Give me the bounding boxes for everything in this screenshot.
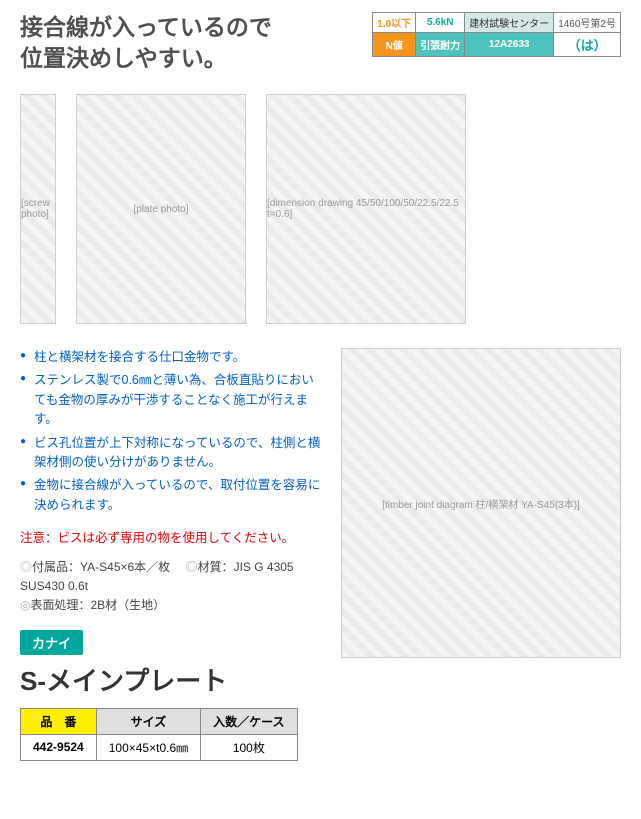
sku-header-code: 品 番 (21, 708, 97, 734)
decor-icon: ◎ (186, 560, 198, 574)
sku-table: 品 番 サイズ 入数／ケース 442-9524 100×45×t0.6㎜ 100… (20, 708, 298, 761)
feature-item: ステンレス製で0.6㎜と薄い為、合板直貼りにおいても金物の厚みが干渉することなく… (20, 371, 321, 429)
assembly-diagram: [timber joint diagram 柱/横架材 YA-S45(3本)] (341, 348, 621, 658)
spec-n-label: N値 (373, 33, 416, 57)
sku-header-size: サイズ (96, 708, 200, 734)
accessory-label: 付属品： (32, 560, 80, 574)
plate-photo: [plate photo] (76, 94, 246, 324)
feature-item: 柱と横架材を接合する仕口金物です。 (20, 348, 321, 367)
decor-icon: ◎ (20, 560, 32, 574)
finish-label: 表面処理： (30, 598, 90, 612)
caution-text: 注意：ビスは必ず専用の物を使用してください。 (20, 527, 321, 546)
product-name: S-メインプレート (20, 661, 321, 698)
screw-photo: [screw photo] (20, 94, 56, 324)
feature-item: ビス孔位置が上下対称になっているので、柱側と横架材側の使い分けがありません。 (20, 434, 321, 473)
feature-list: 柱と横架材を接合する仕口金物です。 ステンレス製で0.6㎜と薄い為、合板直貼りに… (20, 348, 321, 515)
sku-size: 100×45×t0.6㎜ (96, 734, 200, 760)
accessory-value: YA-S45×6本／枚 (80, 560, 170, 574)
spec-n-value: 1.0以下 (373, 13, 416, 33)
spec-kn: 5.6kN (416, 13, 465, 33)
headline-line2: 位置決めしやすい。 (20, 45, 227, 71)
decor-icon: ◎ (20, 598, 30, 612)
headline: 接合線が入っているので 位置決めしやすい。 (20, 12, 372, 74)
spec-ha: （は） (554, 33, 621, 57)
feature-item: 金物に接合線が入っているので、取付位置を容易に決められます。 (20, 476, 321, 515)
spec-pull-label: 引張耐力 (416, 33, 465, 57)
spec-cert: 12A2633 (465, 33, 554, 57)
dimension-drawing: [dimension drawing 45/50/100/50/22.5/22.… (266, 94, 466, 324)
sku-code: 442-9524 (21, 734, 97, 760)
headline-line1: 接合線が入っているので (20, 14, 272, 40)
finish-value: 2B材（生地） (91, 598, 166, 612)
material-label: 材質： (198, 560, 234, 574)
figure-row: [screw photo] [plate photo] [dimension d… (20, 94, 621, 324)
spec-1460: 1460号第2号 (554, 13, 621, 33)
sku-qty: 100枚 (201, 734, 297, 760)
spec-center: 建材試験センター (465, 13, 554, 33)
spec-badge-table: 1.0以下 5.6kN 建材試験センター 1460号第2号 N値 引張耐力 12… (372, 12, 621, 57)
meta-block: ◎付属品：YA-S45×6本／枚 ◎材質：JIS G 4305 SUS430 0… (20, 558, 321, 616)
brand-tag: カナイ (20, 630, 83, 655)
sku-header-qty: 入数／ケース (201, 708, 297, 734)
